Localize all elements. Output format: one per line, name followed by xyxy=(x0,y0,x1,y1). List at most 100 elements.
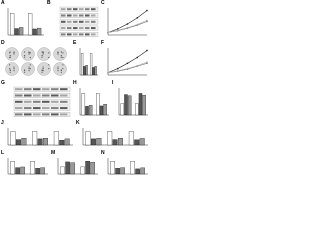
colony xyxy=(29,64,31,66)
bar xyxy=(37,27,42,36)
blot-band xyxy=(51,113,59,116)
bar xyxy=(99,105,104,116)
bar xyxy=(81,93,86,116)
point xyxy=(146,20,148,23)
bar xyxy=(14,28,19,36)
bar xyxy=(130,161,135,175)
panel-label: I xyxy=(112,80,114,86)
blot-band xyxy=(33,94,41,97)
bar xyxy=(112,139,118,146)
bar xyxy=(124,94,128,116)
bar xyxy=(15,139,21,146)
colony xyxy=(28,66,30,68)
point xyxy=(126,26,129,29)
blot-band xyxy=(42,100,50,103)
panel-label: B xyxy=(47,0,51,6)
blot-band xyxy=(91,27,96,30)
bar xyxy=(37,138,43,146)
bar xyxy=(120,167,125,175)
blot-band xyxy=(91,8,96,11)
blot-band xyxy=(33,113,41,116)
colony xyxy=(13,66,15,68)
blot-band xyxy=(24,94,32,97)
bar xyxy=(88,105,93,116)
colony xyxy=(13,53,15,55)
blot-band xyxy=(67,33,72,36)
colony xyxy=(29,68,31,70)
bar xyxy=(40,167,45,175)
blot-band xyxy=(60,100,68,103)
bar xyxy=(32,131,38,146)
colony xyxy=(28,68,30,70)
point xyxy=(136,64,139,67)
colony xyxy=(48,64,50,66)
colony xyxy=(62,52,64,54)
point xyxy=(107,71,109,74)
colony xyxy=(41,51,43,53)
colony xyxy=(42,70,44,72)
colony xyxy=(9,71,11,73)
point xyxy=(136,23,139,26)
blot-band xyxy=(85,33,90,36)
bar xyxy=(96,93,100,116)
point xyxy=(146,19,148,22)
colony-well xyxy=(21,47,35,61)
point xyxy=(107,31,109,34)
colony xyxy=(9,56,11,59)
bar xyxy=(94,66,97,76)
blot-band xyxy=(85,14,90,17)
colony xyxy=(29,52,31,54)
bar xyxy=(118,138,123,146)
blot-band xyxy=(79,8,84,11)
colony xyxy=(60,56,62,58)
panel-label: L xyxy=(1,150,4,156)
blot-band xyxy=(61,14,66,17)
blot-band xyxy=(15,113,23,116)
bar xyxy=(59,140,65,146)
blot-band xyxy=(85,20,90,23)
point xyxy=(126,62,129,65)
blot-band xyxy=(33,107,41,110)
bar xyxy=(140,167,145,175)
point xyxy=(116,29,119,32)
colony xyxy=(48,56,50,59)
blot-band xyxy=(61,27,66,30)
colony xyxy=(9,51,11,53)
panel-label: E xyxy=(73,40,77,46)
bar xyxy=(85,65,88,76)
colony xyxy=(13,52,15,54)
bar xyxy=(28,13,33,36)
blot-band xyxy=(51,100,59,103)
blot-band xyxy=(79,20,84,23)
bar xyxy=(35,168,40,175)
point xyxy=(146,9,148,12)
blot-band xyxy=(24,107,32,110)
bar xyxy=(64,138,70,146)
blot-band xyxy=(91,20,96,23)
blot-band xyxy=(67,27,72,30)
colony xyxy=(42,52,44,54)
bar xyxy=(135,168,140,175)
point xyxy=(116,69,119,72)
colony xyxy=(60,71,62,73)
panel-label: F xyxy=(101,40,104,46)
blot-strip xyxy=(59,6,99,12)
bar xyxy=(10,161,15,175)
blot-band xyxy=(85,8,90,11)
point xyxy=(116,67,119,70)
blot-band xyxy=(33,88,41,91)
colony xyxy=(24,69,26,71)
colony xyxy=(29,56,31,59)
bar xyxy=(120,103,125,116)
colony xyxy=(13,68,15,70)
colony-well xyxy=(53,47,67,61)
line xyxy=(107,19,148,33)
colony xyxy=(60,51,62,53)
blot-band xyxy=(60,94,68,97)
bar xyxy=(15,167,20,175)
blot-band xyxy=(33,100,41,103)
bar xyxy=(43,138,48,146)
colony xyxy=(48,52,50,54)
bar xyxy=(80,166,85,175)
bar xyxy=(53,131,59,146)
